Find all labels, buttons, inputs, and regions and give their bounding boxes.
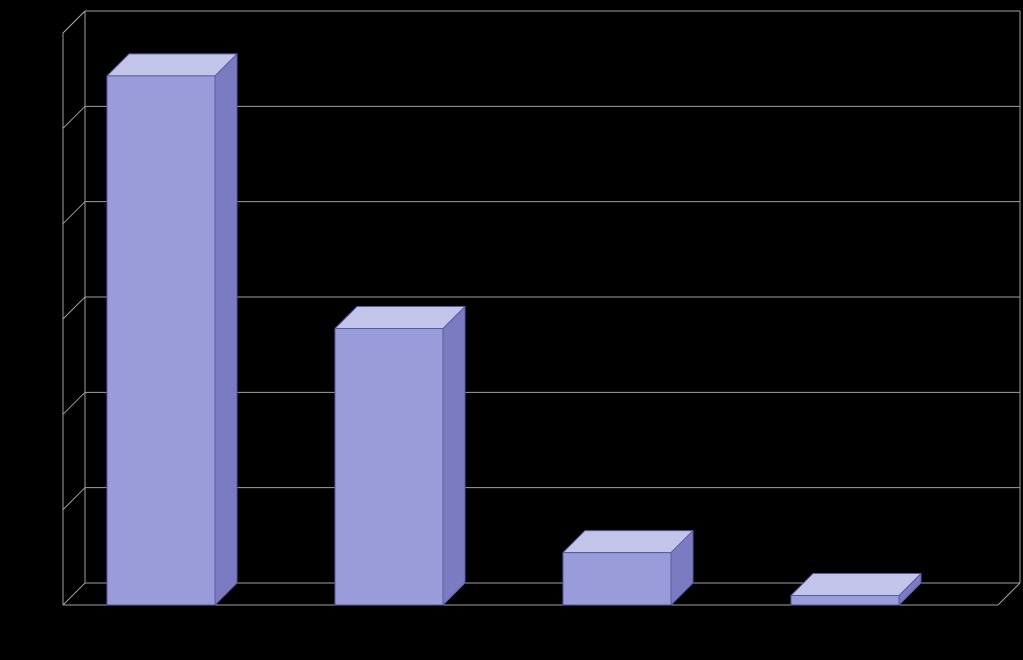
chart-container xyxy=(0,0,1023,660)
bar xyxy=(107,54,237,605)
bar-chart-3d xyxy=(0,0,1023,660)
bar xyxy=(563,531,693,605)
bar xyxy=(791,573,921,605)
bar xyxy=(335,307,465,605)
